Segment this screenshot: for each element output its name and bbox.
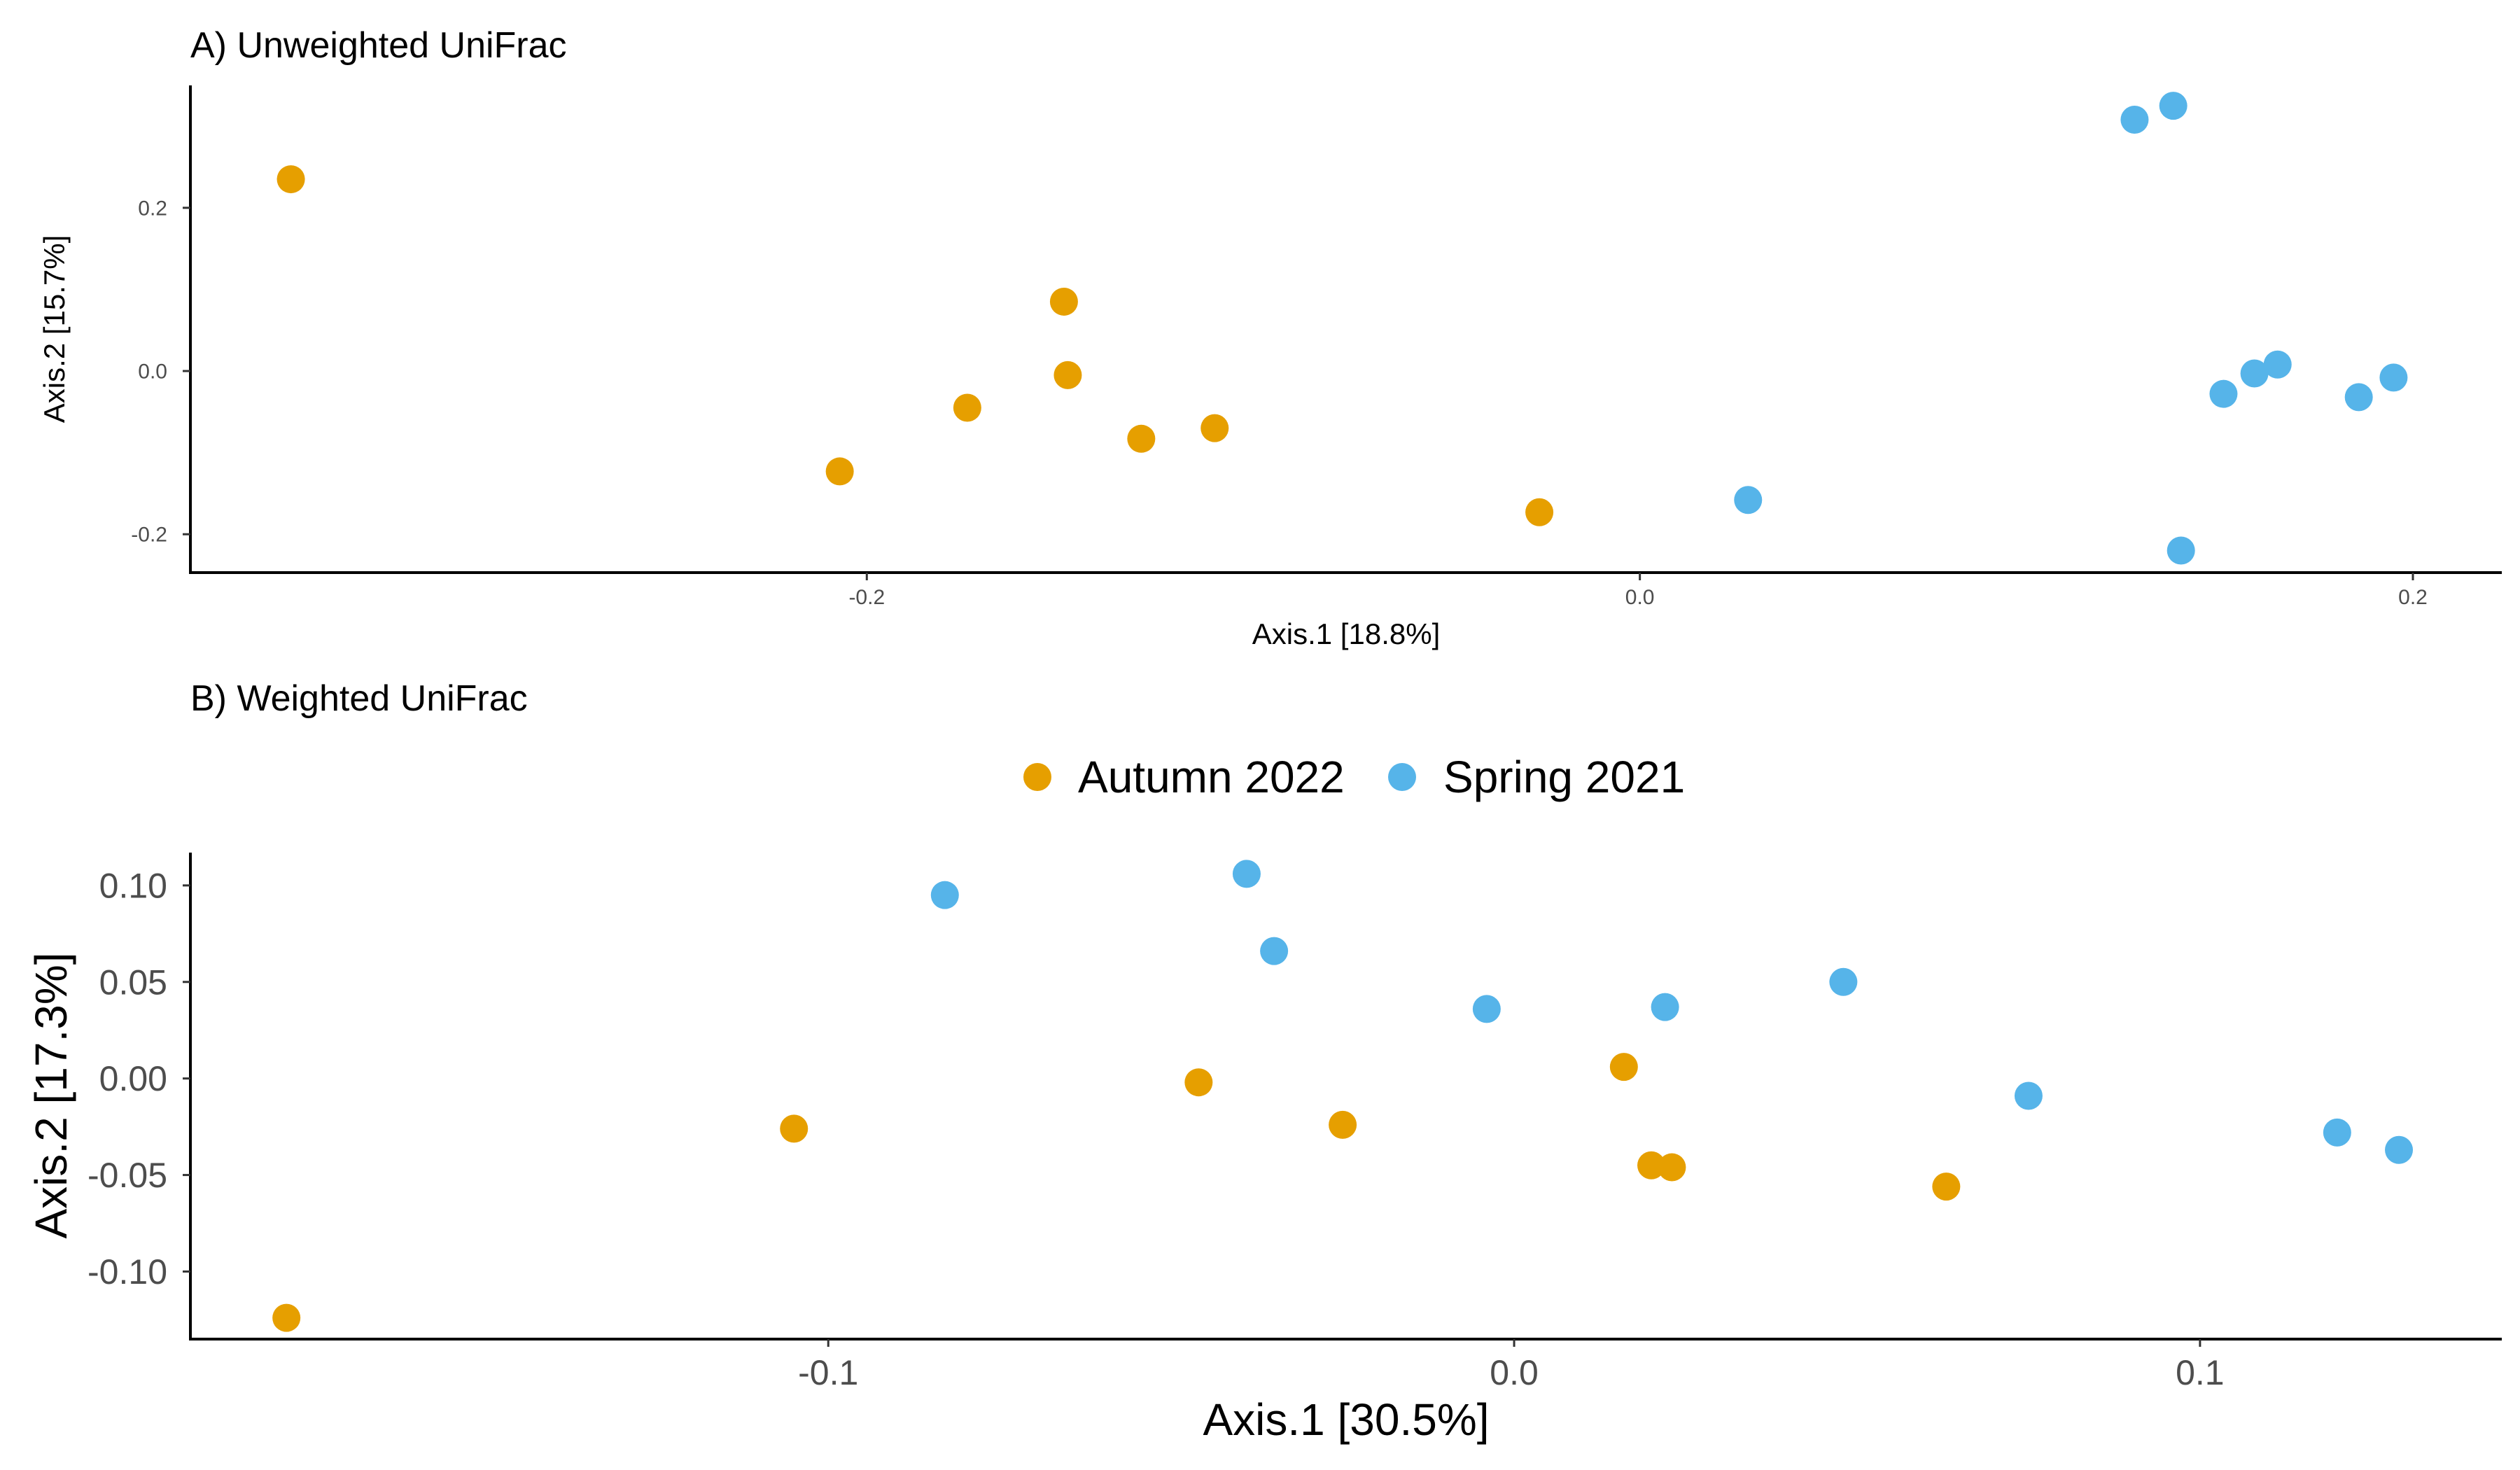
panel-b-point-autumn-2022 [1184,1068,1213,1097]
panel-a-title: A) Unweighted UniFrac [190,25,567,66]
panel-b-point-autumn-2022 [1658,1153,1686,1182]
panel-a-points [276,92,2408,565]
panel-b-x-tick-label: -0.1 [798,1353,858,1392]
panel-a-x-axis-label: Axis.1 [18.8%] [1252,617,1440,650]
panel-a-point-spring-2021 [2379,363,2408,392]
panel-a-point-spring-2021 [2240,359,2269,388]
panel-b-x-tick-label: 0.1 [2176,1353,2225,1392]
panel-b-y-tick-label: -0.10 [88,1252,167,1292]
panel-a-x-tick-label: 0.2 [2398,586,2428,609]
panel-b-point-spring-2021 [2323,1118,2351,1147]
panel-b-point-autumn-2022 [1329,1110,1357,1139]
panel-b-title: B) Weighted UniFrac [190,678,528,719]
legend-label-autumn-2022: Autumn 2022 [1078,752,1345,802]
panel-b-point-spring-2021 [2385,1135,2414,1164]
panel-b-point-autumn-2022 [1637,1151,1666,1180]
panel-a-point-autumn-2022 [1200,414,1229,442]
panel-b-y-tick-label: 0.10 [99,866,167,905]
panel-a-point-autumn-2022 [1054,360,1082,389]
panel-b-x-tick-label: 0.0 [1490,1353,1539,1392]
panel-b-point-spring-2021 [1829,967,1858,996]
panel-b-point-spring-2021 [930,881,959,909]
panel-a-y-tick-label: 0.0 [138,360,167,384]
panel-b-y-tick-label: 0.05 [99,962,167,1002]
panel-a-point-autumn-2022 [825,457,854,486]
panel-b-point-spring-2021 [1260,937,1289,965]
panel-a-point-autumn-2022 [953,393,981,422]
panel-a-point-spring-2021 [2344,383,2373,412]
legend-swatch-spring-2021 [1388,763,1416,791]
panel-a-y-tick-label: -0.2 [131,524,167,547]
panel-b-point-spring-2021 [1472,995,1501,1023]
panel-a-ticks: -0.2 0.0 0.2 -0.2 0.0 0.2 [131,197,2428,609]
legend-swatch-autumn-2022 [1023,763,1051,791]
panel-b-ticks: -0.1 0.0 0.1 0.10 0.05 0.00 -0.05 -0.10 [88,866,2225,1392]
panel-b-points [272,860,2414,1332]
panel-a-point-spring-2021 [1734,486,1763,514]
legend: Autumn 2022 Spring 2021 [1023,752,1685,802]
panel-b-x-axis-label: Axis.1 [30.5%] [1203,1394,1489,1445]
panel-b-point-autumn-2022 [1932,1172,1961,1201]
panel-a-y-axis-label: Axis.2 [15.7%] [38,235,71,423]
legend-label-spring-2021: Spring 2021 [1443,752,1685,802]
panel-a-point-spring-2021 [2209,379,2238,408]
panel-a-x-tick-label: -0.2 [848,586,885,609]
panel-a-point-autumn-2022 [1127,424,1156,453]
panel-b-point-spring-2021 [1232,860,1261,888]
panel-a: A) Unweighted UniFrac -0.2 0.0 0.2 -0.2 0.0 0… [38,25,2502,650]
panel-b-point-spring-2021 [2014,1082,2043,1110]
panel-b-point-autumn-2022 [1609,1053,1638,1082]
panel-a-point-autumn-2022 [276,165,305,194]
panel-b-y-axis-label: Axis.2 [17.3%] [26,952,76,1238]
panel-a-point-spring-2021 [2159,92,2188,120]
panel-a-point-spring-2021 [2263,350,2292,379]
panel-b-point-autumn-2022 [272,1303,301,1332]
panel-b-y-tick-label: 0.00 [99,1059,167,1098]
panel-b: B) Weighted UniFrac Autumn 2022 Spring 2… [26,678,2502,1445]
panel-a-point-autumn-2022 [1049,287,1078,316]
panel-b-point-spring-2021 [1651,993,1679,1021]
panel-a-x-tick-label: 0.0 [1625,586,1655,609]
panel-b-point-autumn-2022 [780,1114,808,1143]
panel-b-y-tick-label: -0.05 [88,1156,167,1195]
panel-a-point-autumn-2022 [1525,498,1554,526]
panel-a-point-spring-2021 [2166,536,2195,565]
panel-a-point-spring-2021 [2120,105,2149,134]
panel-a-y-tick-label: 0.2 [138,197,167,220]
